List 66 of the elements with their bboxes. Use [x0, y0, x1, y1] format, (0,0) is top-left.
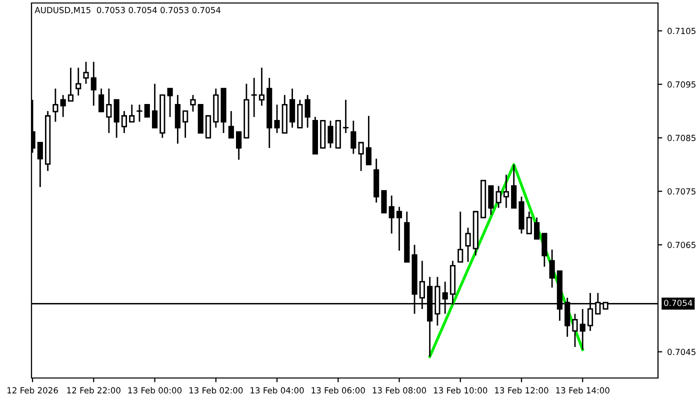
- candlestick: [83, 61, 89, 84]
- x-tick-label: 13 Feb 14:00: [556, 387, 610, 394]
- candlestick: [274, 104, 280, 134]
- candlestick: [258, 67, 265, 106]
- candlestick: [68, 67, 74, 102]
- candlestick: [328, 120, 334, 149]
- candlestick: [465, 226, 471, 263]
- candlestick: [503, 174, 510, 209]
- candlestick: [60, 94, 66, 118]
- candlestick: [98, 88, 104, 112]
- candlestick: [37, 142, 43, 188]
- candlestick: [114, 99, 120, 138]
- y-tick-label: 0.7045: [668, 348, 696, 356]
- y-tick-label: 0.7075: [668, 188, 696, 195]
- ref-line-label: 0.7054: [664, 300, 692, 306]
- candlestick: [381, 190, 387, 214]
- candlestick: [366, 115, 372, 166]
- y-tick-label: 0.7085: [668, 134, 696, 142]
- candlestick: [496, 185, 502, 209]
- candlestick: [526, 210, 532, 234]
- candlestick: [136, 104, 142, 122]
- x-tick-label: 13 Feb 00:00: [128, 387, 182, 394]
- x-tick-label: 13 Feb 06:00: [312, 387, 365, 394]
- x-tick-label: 13 Feb 08:00: [372, 387, 426, 394]
- candlestick: [90, 61, 96, 106]
- candlestick: [289, 88, 296, 128]
- candlestick: [580, 308, 586, 350]
- candlestick: [205, 115, 212, 138]
- x-tick-label: 13 Feb 04:00: [250, 387, 304, 394]
- candlestick: [572, 313, 578, 348]
- candlestick: [342, 99, 349, 134]
- x-tick-label: 13 Feb 02:00: [189, 387, 243, 394]
- candlestick: [542, 232, 548, 268]
- candlestick: [76, 67, 82, 96]
- candlestick: [228, 110, 234, 138]
- chart-title: AUDUSD,M15 0.7053 0.7054 0.7053 0.7054: [34, 6, 221, 14]
- candlestick: [121, 110, 127, 134]
- candlestick: [350, 120, 356, 155]
- x-tick-label: 12 Feb 22:00: [67, 387, 120, 394]
- candlestick: [458, 210, 464, 263]
- x-tick-label: 12 Feb 2026: [8, 387, 58, 394]
- candlestick: [144, 104, 150, 118]
- candlestick: [396, 206, 402, 252]
- candlestick: [534, 216, 540, 240]
- y-tick-label: 0.7105: [668, 28, 696, 34]
- candlestick: [358, 142, 364, 172]
- x-tick-label: 13 Feb 10:00: [434, 387, 488, 394]
- candlestick: [129, 104, 135, 122]
- candlestick: [167, 88, 173, 118]
- candlestick: [304, 94, 310, 128]
- candlestick: [174, 94, 180, 144]
- candlestick: [297, 99, 303, 128]
- y-tick-label: 0.7065: [668, 242, 696, 248]
- candlestick: [488, 185, 494, 216]
- y-tick-label: 0.7095: [668, 81, 696, 88]
- candlestick: [152, 83, 158, 128]
- candlestick: [52, 88, 58, 122]
- candlestick: [511, 164, 517, 209]
- candlestick: [106, 88, 112, 134]
- candlestick: [182, 110, 188, 138]
- candlestick: [236, 131, 242, 160]
- candlestick: [251, 77, 257, 118]
- candlestick: [388, 194, 394, 234]
- x-tick-label: 13 Feb 12:00: [495, 387, 548, 394]
- candlestick: [190, 94, 196, 112]
- candlestick: [549, 248, 555, 288]
